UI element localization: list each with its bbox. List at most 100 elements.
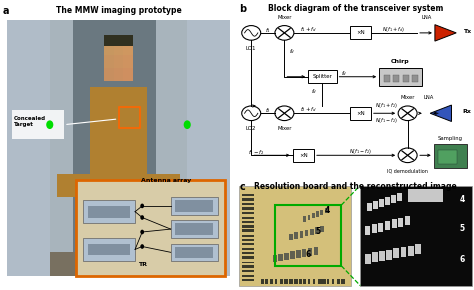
FancyBboxPatch shape <box>104 55 114 68</box>
FancyBboxPatch shape <box>242 225 254 228</box>
FancyBboxPatch shape <box>392 220 397 228</box>
FancyBboxPatch shape <box>292 149 314 162</box>
FancyBboxPatch shape <box>114 42 123 55</box>
Text: $f_2$: $f_2$ <box>265 106 271 115</box>
FancyBboxPatch shape <box>296 250 301 258</box>
Text: b: b <box>239 4 246 14</box>
FancyBboxPatch shape <box>379 199 384 207</box>
Text: LNA: LNA <box>421 15 432 20</box>
FancyBboxPatch shape <box>242 220 254 223</box>
FancyBboxPatch shape <box>438 150 457 164</box>
Text: 4: 4 <box>324 206 330 215</box>
FancyBboxPatch shape <box>408 246 413 255</box>
FancyBboxPatch shape <box>290 251 294 259</box>
Polygon shape <box>435 25 456 41</box>
Text: ×N: ×N <box>299 153 308 158</box>
FancyBboxPatch shape <box>320 210 323 215</box>
Text: IQ demodulation: IQ demodulation <box>387 168 428 173</box>
FancyBboxPatch shape <box>242 230 254 232</box>
FancyBboxPatch shape <box>242 265 254 268</box>
Text: Rx: Rx <box>463 109 471 114</box>
Text: $f_d$: $f_d$ <box>289 47 296 56</box>
FancyBboxPatch shape <box>360 186 472 286</box>
FancyBboxPatch shape <box>242 194 254 196</box>
Text: Sampling: Sampling <box>438 136 463 141</box>
FancyBboxPatch shape <box>289 234 292 240</box>
FancyBboxPatch shape <box>50 20 187 275</box>
FancyBboxPatch shape <box>398 218 403 227</box>
FancyBboxPatch shape <box>349 107 371 120</box>
FancyBboxPatch shape <box>305 230 308 236</box>
Text: $N(f_1+f_d)$: $N(f_1+f_d)$ <box>382 25 405 34</box>
Text: TR: TR <box>138 262 146 267</box>
Text: $f_d$: $f_d$ <box>311 87 318 96</box>
Text: Tx: Tx <box>463 28 471 34</box>
FancyBboxPatch shape <box>284 253 289 260</box>
FancyBboxPatch shape <box>50 20 73 275</box>
Circle shape <box>242 26 261 40</box>
FancyBboxPatch shape <box>242 248 254 250</box>
FancyBboxPatch shape <box>242 217 254 219</box>
FancyBboxPatch shape <box>114 55 123 68</box>
FancyBboxPatch shape <box>242 274 254 277</box>
FancyBboxPatch shape <box>7 20 230 275</box>
FancyBboxPatch shape <box>123 68 133 81</box>
FancyBboxPatch shape <box>325 208 328 213</box>
FancyBboxPatch shape <box>385 221 390 230</box>
Text: Mixer: Mixer <box>277 126 292 131</box>
Text: The MMW imaging prototype: The MMW imaging prototype <box>55 6 182 15</box>
FancyBboxPatch shape <box>315 227 319 234</box>
FancyBboxPatch shape <box>171 220 218 238</box>
FancyBboxPatch shape <box>242 270 254 272</box>
FancyBboxPatch shape <box>242 252 254 254</box>
FancyBboxPatch shape <box>318 279 320 284</box>
FancyBboxPatch shape <box>76 180 225 276</box>
FancyBboxPatch shape <box>156 20 187 275</box>
Text: Chirp: Chirp <box>391 59 410 64</box>
FancyBboxPatch shape <box>405 216 410 225</box>
FancyBboxPatch shape <box>320 226 324 233</box>
FancyBboxPatch shape <box>242 203 254 205</box>
FancyBboxPatch shape <box>242 199 254 201</box>
FancyBboxPatch shape <box>171 197 218 215</box>
FancyBboxPatch shape <box>300 231 303 238</box>
FancyBboxPatch shape <box>289 279 292 284</box>
FancyBboxPatch shape <box>88 244 130 255</box>
FancyBboxPatch shape <box>365 226 370 235</box>
Text: LNA: LNA <box>424 95 434 101</box>
FancyBboxPatch shape <box>332 279 334 284</box>
FancyBboxPatch shape <box>270 279 273 284</box>
FancyBboxPatch shape <box>393 248 399 258</box>
FancyBboxPatch shape <box>83 238 135 261</box>
FancyBboxPatch shape <box>415 244 421 254</box>
FancyBboxPatch shape <box>104 35 133 46</box>
Circle shape <box>275 26 294 40</box>
FancyBboxPatch shape <box>308 215 310 220</box>
FancyBboxPatch shape <box>242 279 254 281</box>
FancyBboxPatch shape <box>123 194 147 252</box>
FancyBboxPatch shape <box>187 20 230 275</box>
FancyBboxPatch shape <box>349 26 371 39</box>
FancyBboxPatch shape <box>322 279 325 284</box>
FancyBboxPatch shape <box>379 251 385 261</box>
FancyBboxPatch shape <box>83 200 135 223</box>
Text: $N(f_1+f_2)$: $N(f_1+f_2)$ <box>375 102 398 110</box>
FancyBboxPatch shape <box>386 250 392 260</box>
Text: LO2: LO2 <box>246 126 256 131</box>
FancyBboxPatch shape <box>90 194 114 252</box>
FancyBboxPatch shape <box>294 279 298 284</box>
FancyBboxPatch shape <box>403 75 409 82</box>
Text: $f_d$: $f_d$ <box>341 69 348 77</box>
FancyBboxPatch shape <box>384 75 390 82</box>
FancyBboxPatch shape <box>242 212 254 214</box>
Text: Block diagram of the transceiver system: Block diagram of the transceiver system <box>268 4 443 13</box>
FancyBboxPatch shape <box>123 55 133 68</box>
FancyBboxPatch shape <box>327 279 330 284</box>
Text: Splitter: Splitter <box>312 74 332 79</box>
Text: $f_2+f_d$: $f_2+f_d$ <box>300 105 317 114</box>
FancyBboxPatch shape <box>104 68 114 81</box>
Circle shape <box>140 204 144 208</box>
FancyBboxPatch shape <box>313 279 316 284</box>
FancyBboxPatch shape <box>314 247 319 255</box>
Text: LO1: LO1 <box>246 46 256 51</box>
